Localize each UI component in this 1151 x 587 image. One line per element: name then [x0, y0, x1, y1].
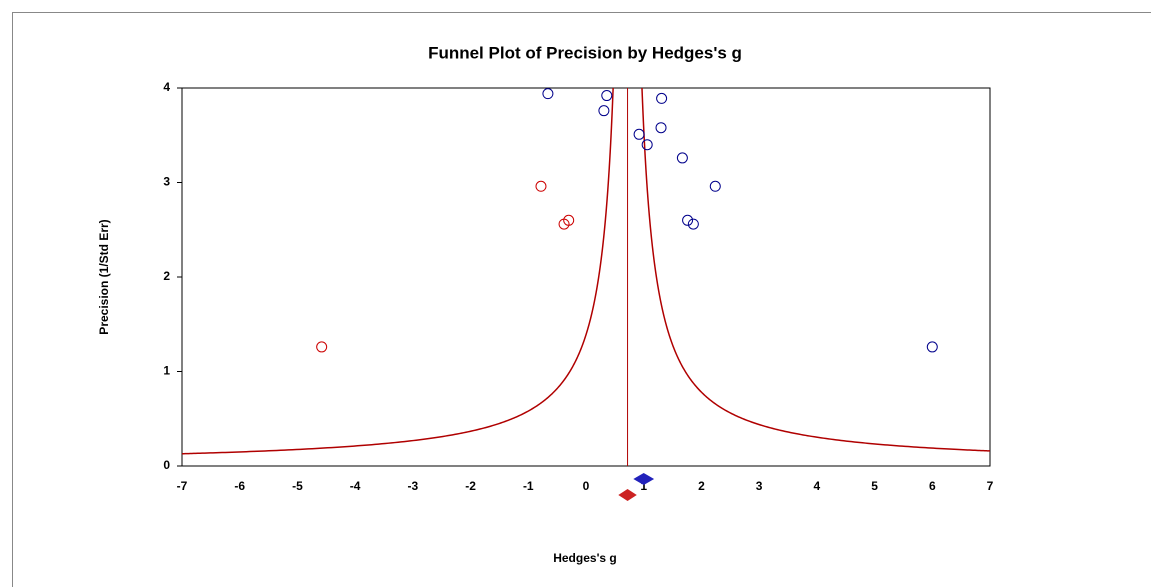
x-axis-label: Hedges's g [553, 551, 617, 565]
study-point [927, 342, 937, 352]
study-point [634, 129, 644, 139]
study-point [656, 123, 666, 133]
x-tick-label: -2 [465, 479, 476, 493]
x-tick-label: 2 [698, 479, 705, 493]
chart-title: Funnel Plot of Precision by Hedges's g [428, 43, 742, 62]
study-point [677, 153, 687, 163]
chart: Funnel Plot of Precision by Hedges's g H… [0, 0, 1151, 587]
y-tick-label: 0 [163, 458, 170, 472]
study-point [602, 91, 612, 101]
y-tick-label: 2 [163, 269, 170, 283]
study-point [657, 93, 667, 103]
x-tick-label: 3 [756, 479, 763, 493]
frame [13, 13, 1151, 587]
funnel-curve [182, 88, 613, 454]
funnel-curve [642, 88, 990, 451]
x-tick-label: 5 [871, 479, 878, 493]
x-tick-label: -5 [292, 479, 303, 493]
study-point [688, 219, 698, 229]
study-point [543, 89, 553, 99]
y-tick-label: 3 [163, 175, 170, 189]
y-axis-label: Precision (1/Std Err) [97, 219, 111, 334]
study-point [642, 140, 652, 150]
study-point [599, 106, 609, 116]
x-tick-label: 6 [929, 479, 936, 493]
x-tick-label: -7 [177, 479, 188, 493]
summary-diamond [618, 489, 636, 501]
y-tick-label: 4 [163, 80, 170, 94]
plot-area [182, 88, 990, 466]
summary-diamond [633, 473, 654, 485]
x-tick-label: -1 [523, 479, 534, 493]
y-tick-label: 1 [163, 364, 170, 378]
x-tick-label: -6 [234, 479, 245, 493]
study-point [536, 181, 546, 191]
x-tick-label: -3 [408, 479, 419, 493]
study-point [317, 342, 327, 352]
x-tick-label: -4 [350, 479, 361, 493]
study-point [683, 215, 693, 225]
study-point [710, 181, 720, 191]
x-tick-label: 0 [583, 479, 590, 493]
x-tick-label: 4 [814, 479, 821, 493]
x-tick-label: 7 [987, 479, 994, 493]
